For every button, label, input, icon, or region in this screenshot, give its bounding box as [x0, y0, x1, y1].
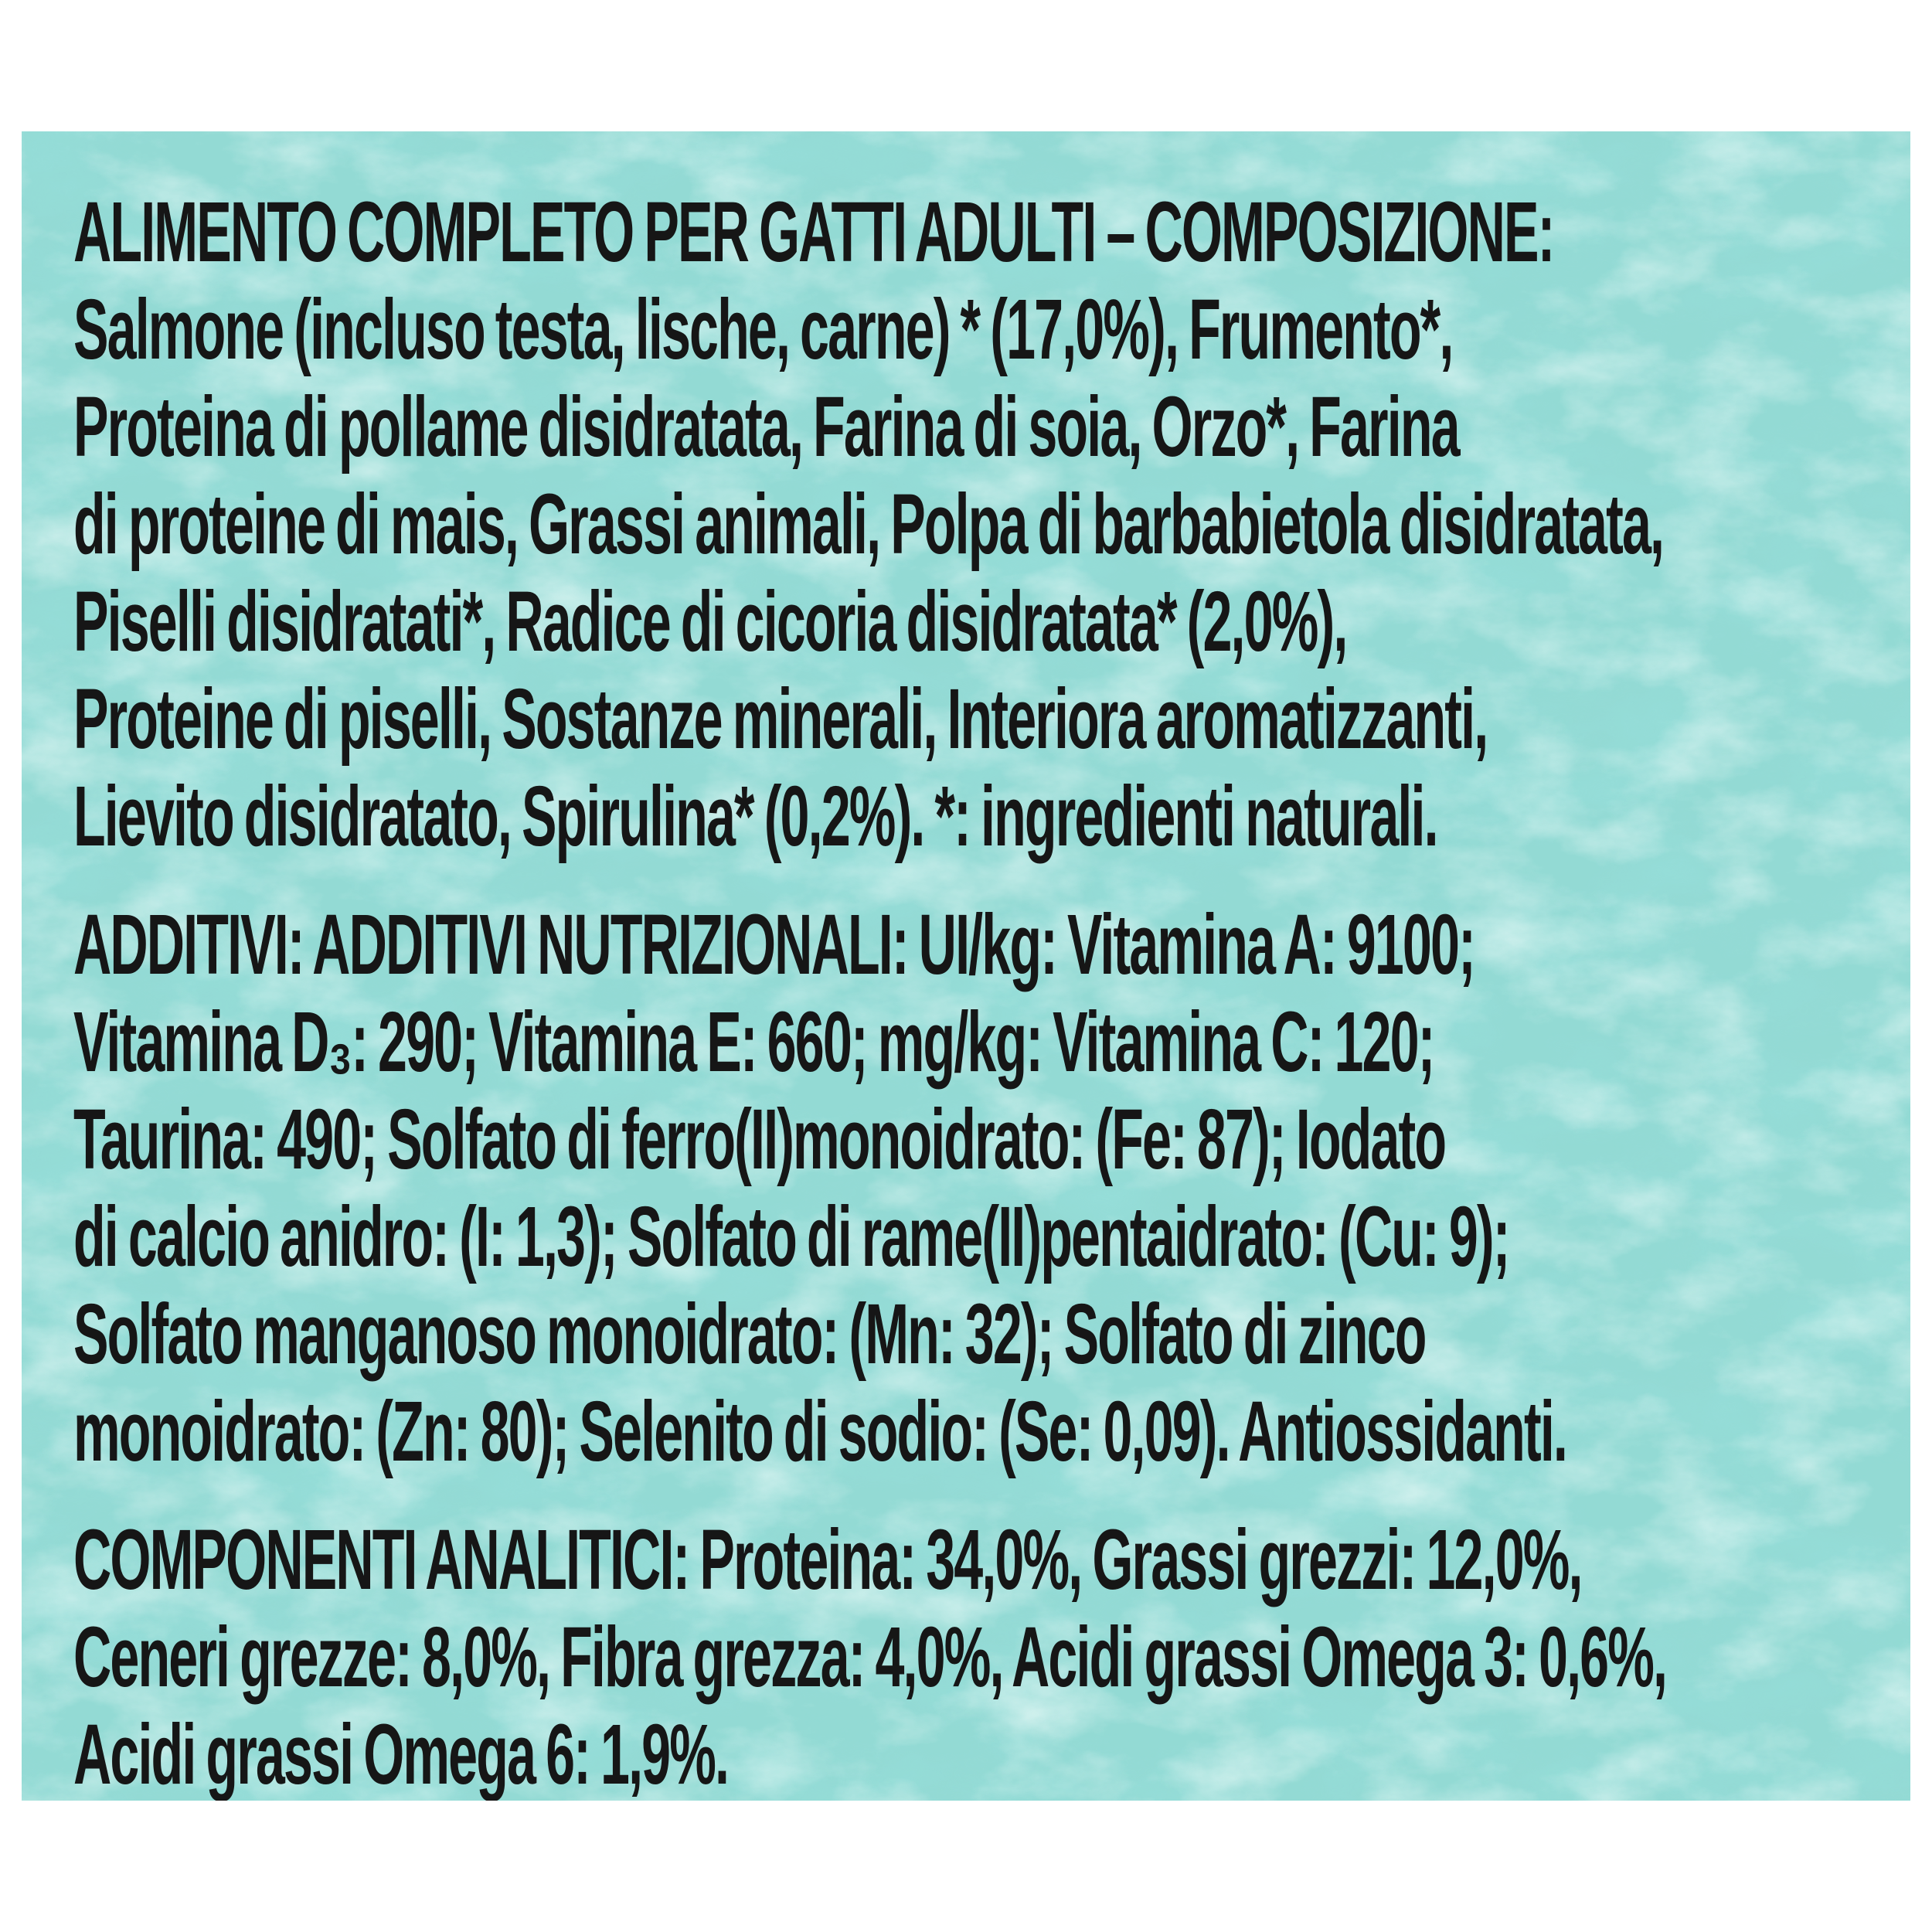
- additives-line: Taurina: 490; Solfato di ferro(II)monoid…: [73, 1092, 1447, 1187]
- analytical-line: Acidi grassi Omega 6: 1,9%.: [73, 1707, 730, 1801]
- composition-line: Piselli disidratati*, Radice di cicoria …: [73, 574, 1348, 669]
- analytical-paragraph: COMPONENTI ANALITICI: Proteina: 34,0%, G…: [73, 1512, 1910, 1801]
- composition-line: Proteina di pollame disidratata, Farina …: [73, 379, 1461, 474]
- additives-line: monoidrato: (Zn: 80); Selenito di sodio:…: [73, 1384, 1568, 1479]
- composition-line: Lievito disidratato, Spirulina* (0,2%). …: [73, 769, 1439, 864]
- label-paper-texture: [22, 131, 1910, 1801]
- additives-heading-line: ADDITIVI: ADDITIVI NUTRIZIONALI: UI/kg: …: [73, 897, 1476, 992]
- composition-line: Salmone (incluso testa, lische, carne) *…: [73, 282, 1454, 377]
- label-text-block: ALIMENTO COMPLETO PER GATTI ADULTI – COM…: [73, 184, 1910, 1801]
- composition-heading-line: ALIMENTO COMPLETO PER GATTI ADULTI – COM…: [73, 185, 1555, 280]
- analytical-line: Ceneri grezze: 8,0%, Fibra grezza: 4,0%,…: [73, 1610, 1668, 1705]
- ingredients-label: ALIMENTO COMPLETO PER GATTI ADULTI – COM…: [22, 131, 1910, 1801]
- additives-line: di calcio anidro: (I: 1,3); Solfato di r…: [73, 1189, 1510, 1284]
- composition-line: di proteine di mais, Grassi animali, Pol…: [73, 477, 1665, 572]
- additives-line: Solfato manganoso monoidrato: (Mn: 32); …: [73, 1287, 1427, 1382]
- additives-paragraph: ADDITIVI: ADDITIVI NUTRIZIONALI: UI/kg: …: [73, 896, 1910, 1481]
- analytical-heading-line: COMPONENTI ANALITICI: Proteina: 34,0%, G…: [73, 1512, 1583, 1607]
- additives-line: Vitamina D₃: 290; Vitamina E: 660; mg/kg…: [73, 995, 1435, 1090]
- composition-paragraph: ALIMENTO COMPLETO PER GATTI ADULTI – COM…: [73, 184, 1910, 866]
- composition-line: Proteine di piselli, Sostanze minerali, …: [73, 672, 1488, 767]
